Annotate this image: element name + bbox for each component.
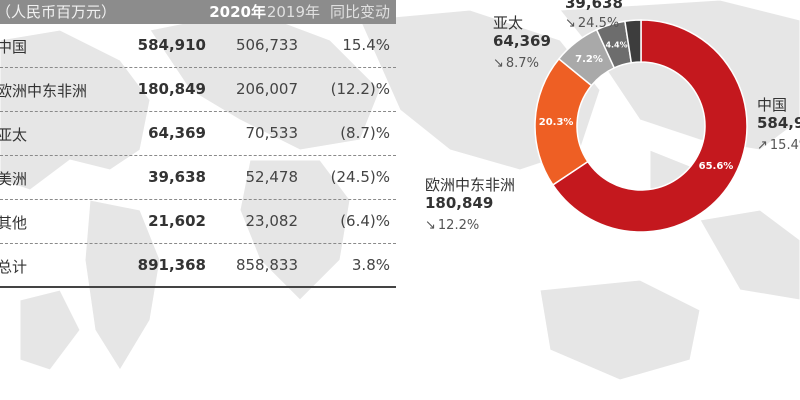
donut-slice-label-3: 4.4% <box>605 41 627 50</box>
down-right-arrow-icon: ↘ <box>565 16 576 31</box>
label-americas-value: 39,638 <box>565 0 623 12</box>
cell-2019: 52,478 <box>245 168 299 186</box>
cell-region: 总计 <box>0 258 28 276</box>
header-2019: 2019年 <box>266 3 320 21</box>
cell-2020: 891,368 <box>137 256 206 274</box>
table-row: 中国 584,910 506,733 15.4% <box>0 24 396 68</box>
label-emea: 欧洲中东非洲 180,849 ↘ 12.2% <box>425 176 515 234</box>
cell-yoy: (8.7)% <box>340 124 390 142</box>
donut-slice-4 <box>624 19 642 64</box>
label-emea-name: 欧洲中东非洲 <box>425 176 516 194</box>
header-yoy: 同比变动 <box>329 3 390 21</box>
donut-slice-label-2: 7.2% <box>575 54 603 65</box>
table-row: 美洲 39,638 52,478 (24.5)% <box>0 156 396 200</box>
label-emea-change: 12.2% <box>437 218 480 233</box>
label-apac: 亚太 64,369 ↘ 8.7% <box>493 14 551 72</box>
header-unit: （人民币百万元） <box>0 3 117 21</box>
cell-2020: 584,910 <box>137 36 206 54</box>
cell-region: 美洲 <box>0 170 28 188</box>
cell-yoy: (12.2)% <box>330 80 390 98</box>
label-china-value: 584,910 <box>757 114 800 132</box>
cell-yoy: (24.5)% <box>330 168 390 186</box>
label-china-name: 中国 <box>757 96 788 114</box>
cell-2020: 39,638 <box>148 168 206 186</box>
label-china-change: 15.4% <box>769 138 800 153</box>
cell-yoy: 3.8% <box>351 256 390 274</box>
down-right-arrow-icon: ↘ <box>425 218 436 233</box>
label-apac-name: 亚太 <box>493 14 524 32</box>
cell-2020: 21,602 <box>148 212 206 230</box>
cell-yoy: 15.4% <box>342 36 390 54</box>
cell-region: 亚太 <box>0 126 28 144</box>
cell-region: 欧洲中东非洲 <box>0 82 88 100</box>
cell-yoy: (6.4)% <box>340 212 390 230</box>
label-china: 中国 584,910 ↗15.4% <box>757 96 800 154</box>
cell-2019: 506,733 <box>235 36 298 54</box>
cell-region: 其他 <box>0 214 28 232</box>
label-americas-change: 24.5% <box>577 16 620 31</box>
label-apac-value: 64,369 <box>493 32 551 50</box>
label-apac-change: 8.7% <box>505 56 539 71</box>
header-2020: 2020年 <box>209 3 266 21</box>
donut-slice-label-1: 20.3% <box>539 117 574 128</box>
label-emea-value: 180,849 <box>425 194 494 212</box>
table-row: 其他 21,602 23,082 (6.4)% <box>0 200 396 244</box>
table-bottom-rule <box>0 286 396 288</box>
cell-region: 中国 <box>0 38 28 56</box>
down-right-arrow-icon: ↘ <box>493 56 504 71</box>
table-row: 欧洲中东非洲 180,849 206,007 (12.2)% <box>0 68 396 112</box>
cell-2020: 180,849 <box>137 80 206 98</box>
cell-2019: 206,007 <box>235 80 298 98</box>
label-americas: 39,638 ↘ 24.5% <box>565 0 623 32</box>
donut-chart: 65.6% 20.3% 7.2%4.4% <box>534 19 748 233</box>
donut-slice-0 <box>551 19 748 233</box>
donut-slice-label-0: 65.6% <box>699 161 734 172</box>
cell-2020: 64,369 <box>148 124 206 142</box>
table-row: 亚太 64,369 70,533 (8.7)% <box>0 112 396 156</box>
cell-2019: 23,082 <box>245 212 299 230</box>
table-row-total: 总计 891,368 858,833 3.8% <box>0 244 396 287</box>
table-header: （人民币百万元） 2020年 2019年 同比变动 <box>0 0 396 24</box>
cell-2019: 858,833 <box>235 256 298 274</box>
up-right-arrow-icon: ↗ <box>757 138 768 153</box>
cell-2019: 70,533 <box>245 124 299 142</box>
